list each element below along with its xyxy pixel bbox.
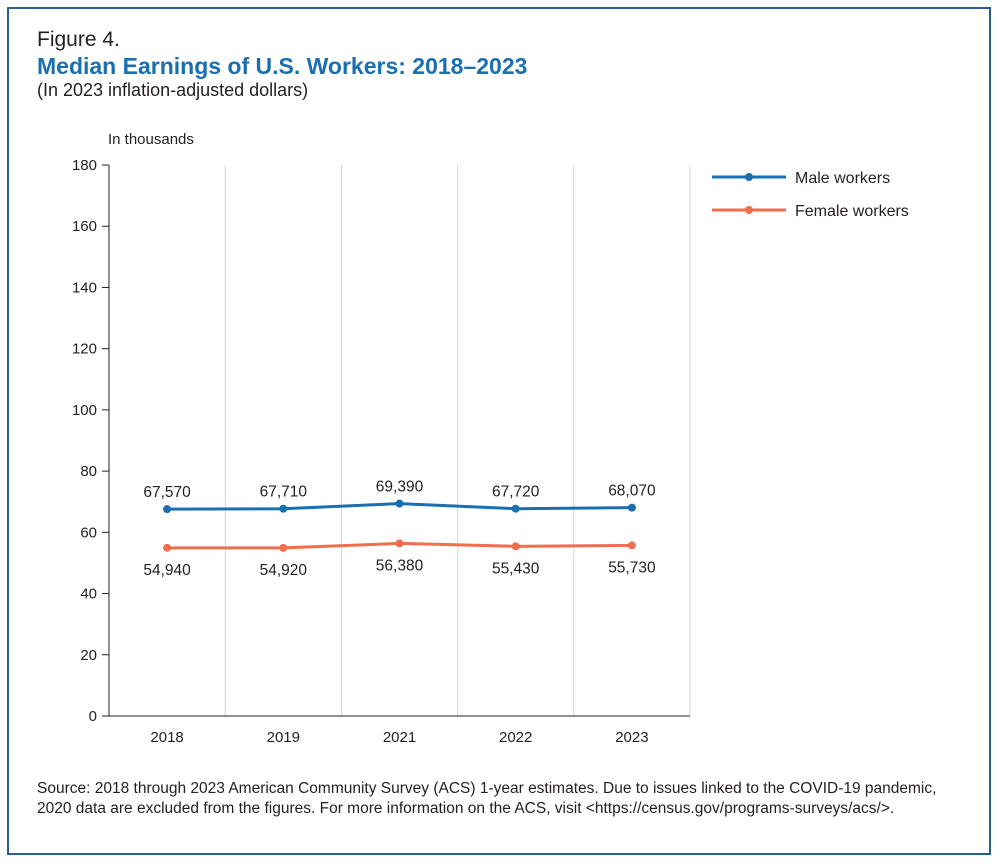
y-tick-label: 40 (80, 586, 97, 603)
data-label: 67,570 (143, 484, 191, 501)
data-point (395, 539, 404, 548)
figure-frame (7, 7, 991, 855)
data-label: 67,710 (260, 484, 308, 501)
y-tick-label: 160 (72, 218, 97, 235)
y-tick-label: 0 (89, 708, 97, 725)
series-layer (163, 499, 636, 552)
y-tick-label: 120 (72, 341, 97, 358)
y-axis-unit-label: In thousands (108, 131, 194, 148)
source-note: Source: 2018 through 2023 American Commu… (37, 780, 937, 817)
data-point (163, 543, 172, 552)
data-point (627, 503, 636, 512)
figure-subtitle: (In 2023 inflation-adjusted dollars) (37, 80, 309, 100)
data-point (511, 542, 520, 551)
x-tick-label: 2023 (615, 729, 648, 746)
data-point (279, 504, 288, 513)
y-tick-label: 100 (72, 402, 97, 419)
data-label: 67,720 (492, 484, 540, 501)
x-tick-label: 2019 (267, 729, 300, 746)
x-tick-label: 2018 (150, 729, 183, 746)
data-label: 54,940 (143, 562, 191, 579)
legend-swatch-point (745, 173, 753, 181)
legend-swatch-point (745, 206, 753, 214)
y-tick-label: 140 (72, 279, 97, 296)
data-label: 69,390 (376, 479, 424, 496)
legend-entry: Male workers (795, 170, 890, 187)
grid-layer (224, 165, 691, 716)
figure-title: Median Earnings of U.S. Workers: 2018–20… (37, 53, 528, 79)
y-tick-label: 80 (80, 463, 97, 480)
legend: Male workers Female workers (712, 170, 909, 220)
data-point (395, 499, 404, 508)
data-label: 56,380 (376, 557, 424, 574)
data-point (163, 505, 172, 514)
data-label: 54,920 (260, 562, 308, 579)
legend-entry: Female workers (795, 203, 909, 220)
data-label-layer: 67,570 67,710 69,390 67,720 68,070 54,940 54,9… (143, 479, 656, 579)
data-label: 68,070 (608, 483, 656, 500)
axis-layer: 0 20 40 60 80 100 120 140 160 180 2018 2019 2021 2022… (72, 157, 690, 746)
y-tick-label: 20 (80, 647, 97, 664)
data-point (511, 504, 520, 513)
data-label: 55,430 (492, 560, 540, 577)
data-point (279, 543, 288, 552)
figure-label: Figure 4. (37, 28, 120, 51)
x-tick-label: 2021 (383, 729, 416, 746)
y-tick-label: 180 (72, 157, 97, 174)
data-label: 55,730 (608, 559, 656, 576)
data-point (627, 541, 636, 550)
x-tick-label: 2022 (499, 729, 532, 746)
y-tick-label: 60 (80, 524, 97, 541)
